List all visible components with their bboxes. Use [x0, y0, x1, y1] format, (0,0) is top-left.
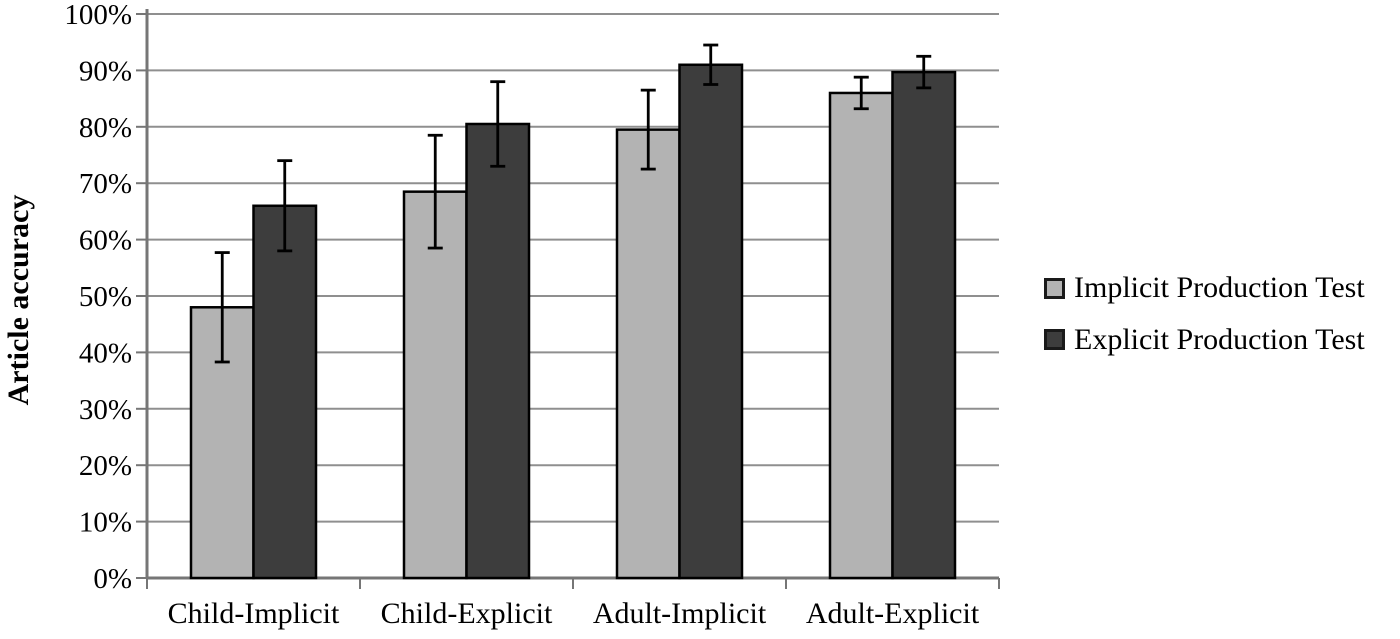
x-category-label: Adult-Implicit — [593, 597, 767, 630]
bar-child-explicit-series-1 — [465, 122, 531, 580]
y-tick-label: 90% — [79, 55, 132, 87]
y-tick-label: 30% — [79, 394, 132, 426]
bar-child-explicit-series-0 — [402, 190, 468, 580]
legend-swatch-implicit-icon — [1044, 277, 1065, 299]
bar-child-implicit-series-1 — [252, 204, 318, 580]
y-tick-label: 60% — [79, 225, 132, 257]
bar-adult-explicit-series-1 — [891, 70, 957, 580]
y-tick-label: 40% — [79, 337, 132, 369]
x-category-label: Adult-Explicit — [806, 597, 980, 630]
bar-adult-implicit-series-0 — [615, 128, 681, 580]
legend-label-explicit: Explicit Production Test — [1074, 322, 1365, 356]
legend-item-explicit: Explicit Production Test — [1044, 323, 1365, 358]
y-tick-label: 80% — [79, 112, 132, 144]
x-category-label: Child-Explicit — [381, 597, 553, 630]
bar-adult-implicit-series-1 — [678, 63, 744, 580]
y-tick-label: 10% — [79, 507, 132, 539]
x-category-label: Child-Implicit — [168, 597, 340, 630]
y-tick-label: 20% — [79, 450, 132, 482]
legend: Implicit Production Test Explicit Produc… — [1044, 271, 1365, 357]
legend-label-implicit: Implicit Production Test — [1074, 271, 1365, 304]
y-tick-label: 70% — [79, 168, 132, 200]
y-tick-label: 100% — [64, 0, 132, 31]
legend-swatch-explicit-icon — [1044, 329, 1065, 351]
y-tick-label: 0% — [93, 563, 132, 595]
bar-adult-explicit-series-0 — [828, 91, 894, 580]
y-tick-label: 50% — [79, 281, 132, 313]
legend-item-implicit: Implicit Production Test — [1044, 271, 1365, 306]
y-axis-title: Article accuracy — [2, 194, 35, 406]
